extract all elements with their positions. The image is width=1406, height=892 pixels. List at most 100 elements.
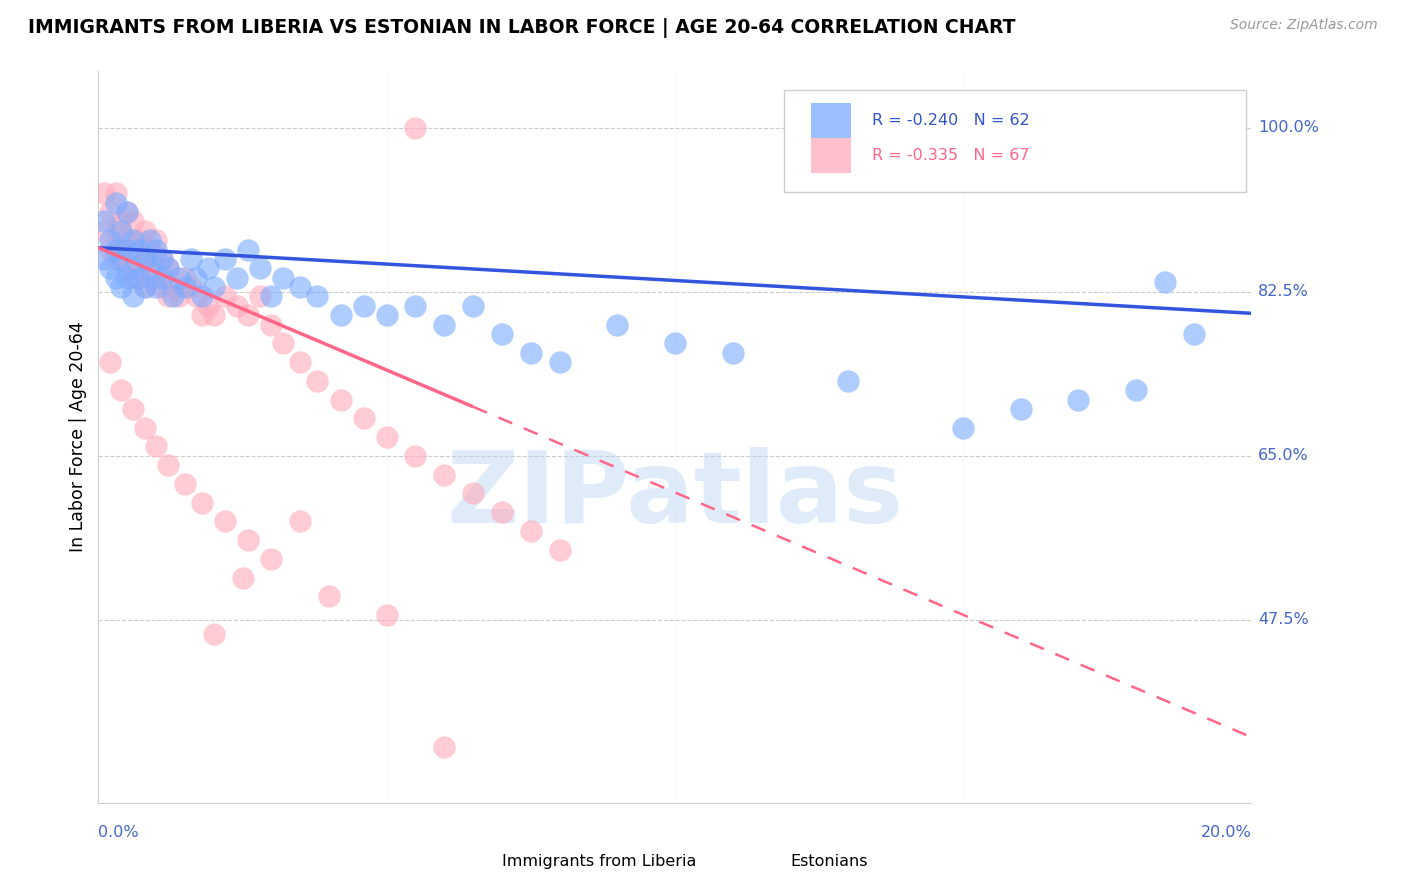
FancyBboxPatch shape: [811, 103, 851, 138]
Point: [1153, 276, 1175, 290]
Text: 65.0%: 65.0%: [1258, 449, 1309, 463]
Point: [290, 515, 312, 529]
Point: [156, 458, 179, 473]
Point: [491, 326, 513, 341]
Point: [122, 214, 145, 228]
Point: [202, 308, 225, 322]
Point: [110, 243, 132, 257]
Text: Immigrants from Liberia: Immigrants from Liberia: [502, 854, 696, 869]
Point: [249, 261, 271, 276]
Point: [145, 280, 167, 294]
Point: [1067, 392, 1090, 407]
Point: [186, 289, 208, 303]
Text: 47.5%: 47.5%: [1258, 613, 1309, 627]
Point: [139, 233, 162, 247]
FancyBboxPatch shape: [744, 848, 780, 878]
Text: R = -0.240   N = 62: R = -0.240 N = 62: [872, 113, 1029, 128]
Point: [191, 496, 214, 510]
Text: R = -0.335   N = 67: R = -0.335 N = 67: [872, 148, 1029, 163]
Point: [150, 270, 173, 285]
Point: [104, 270, 127, 285]
Point: [110, 224, 132, 238]
Point: [134, 280, 156, 294]
Point: [174, 270, 197, 285]
Point: [145, 440, 167, 454]
Point: [93, 224, 115, 238]
Point: [260, 552, 283, 566]
Point: [433, 739, 456, 754]
Point: [117, 205, 138, 219]
Point: [271, 336, 294, 351]
Point: [214, 515, 236, 529]
Point: [1010, 401, 1032, 416]
Point: [271, 270, 294, 285]
Text: ZIPatlas: ZIPatlas: [447, 447, 903, 544]
Point: [122, 289, 145, 303]
Point: [104, 243, 127, 257]
Point: [191, 308, 214, 322]
Point: [167, 289, 190, 303]
Point: [375, 308, 398, 322]
Point: [837, 374, 859, 388]
Y-axis label: In Labor Force | Age 20-64: In Labor Force | Age 20-64: [69, 322, 87, 552]
Point: [307, 289, 329, 303]
Point: [117, 205, 138, 219]
Point: [167, 270, 190, 285]
Point: [1125, 383, 1147, 397]
Point: [134, 420, 156, 434]
Text: Source: ZipAtlas.com: Source: ZipAtlas.com: [1230, 18, 1378, 32]
Point: [180, 252, 202, 266]
Point: [952, 420, 974, 434]
Point: [145, 233, 167, 247]
Point: [104, 252, 127, 266]
Point: [98, 355, 121, 369]
Point: [290, 355, 312, 369]
Point: [214, 252, 236, 266]
Point: [134, 252, 156, 266]
Point: [128, 261, 150, 276]
Point: [721, 345, 744, 359]
Point: [117, 243, 138, 257]
Point: [174, 280, 197, 294]
Point: [110, 280, 132, 294]
Point: [1182, 326, 1205, 341]
Point: [128, 243, 150, 257]
Point: [156, 261, 179, 276]
Point: [307, 374, 329, 388]
Point: [329, 392, 352, 407]
Point: [375, 608, 398, 623]
Text: 20.0%: 20.0%: [1201, 825, 1251, 840]
Point: [249, 289, 271, 303]
Point: [231, 571, 254, 585]
Point: [162, 280, 184, 294]
FancyBboxPatch shape: [456, 848, 492, 878]
Point: [134, 280, 156, 294]
Point: [110, 383, 132, 397]
Point: [548, 355, 571, 369]
FancyBboxPatch shape: [785, 90, 1246, 192]
Point: [405, 299, 427, 313]
Point: [461, 299, 484, 313]
Point: [260, 289, 283, 303]
Point: [238, 308, 260, 322]
Point: [117, 270, 138, 285]
Point: [93, 214, 115, 228]
Point: [145, 261, 167, 276]
Point: [433, 318, 456, 332]
Point: [491, 505, 513, 519]
Point: [98, 261, 121, 276]
Point: [93, 252, 115, 266]
Point: [375, 430, 398, 444]
Text: 100.0%: 100.0%: [1258, 120, 1319, 135]
Point: [197, 261, 219, 276]
Point: [104, 186, 127, 201]
Point: [290, 280, 312, 294]
Text: 0.0%: 0.0%: [98, 825, 139, 840]
Point: [122, 261, 145, 276]
Point: [433, 467, 456, 482]
Point: [548, 542, 571, 557]
Point: [238, 533, 260, 548]
Point: [520, 345, 543, 359]
Point: [405, 120, 427, 135]
Point: [117, 261, 138, 276]
